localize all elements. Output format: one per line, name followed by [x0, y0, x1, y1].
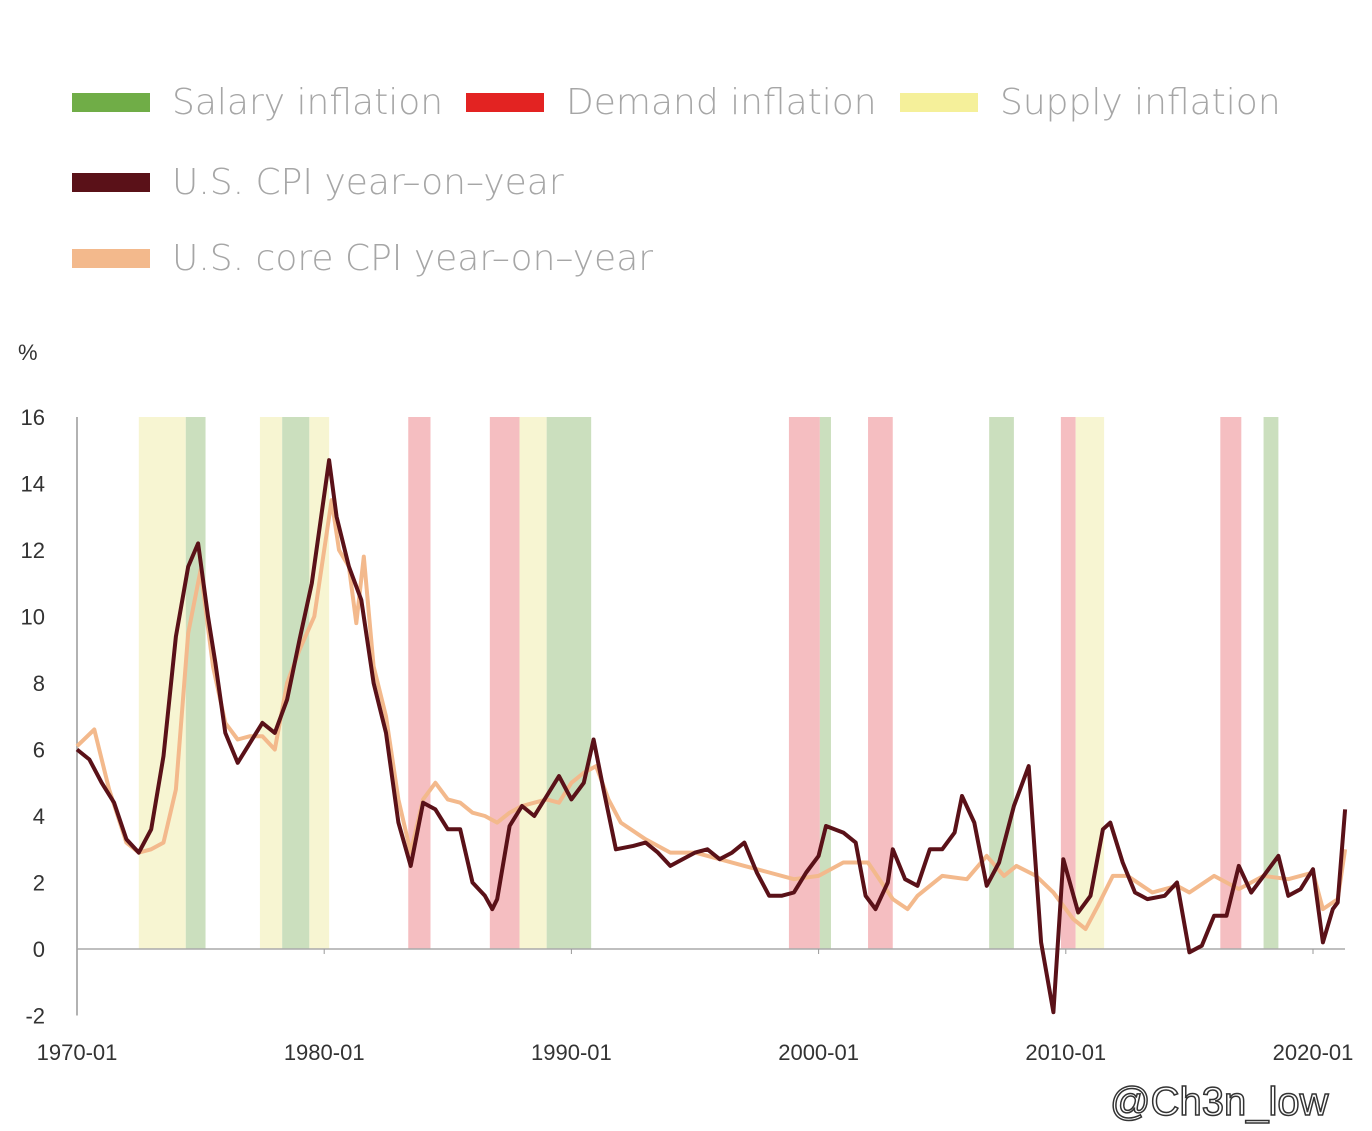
legend-label: U.S. core CPI year–on–year — [172, 238, 654, 279]
watermark: @Ch3n_low — [1109, 1079, 1329, 1125]
legend-label: Demand inflation — [566, 82, 877, 123]
series-line-cpi — [75, 458, 1348, 1015]
legend-swatch-cpi — [72, 173, 150, 192]
regime-band-supply — [138, 417, 186, 949]
regime-band-demand — [868, 417, 893, 949]
legend-label: Salary inflation — [172, 82, 444, 123]
legend-label: U.S. CPI year–on–year — [172, 162, 564, 203]
y-tick-label: 16 — [21, 405, 45, 430]
legend-swatch-core — [72, 249, 150, 268]
x-tick-label: 1990-01 — [531, 1040, 612, 1065]
x-tick-label: 2020-01 — [1273, 1040, 1354, 1065]
legend-supply: Supply inflation — [900, 82, 1281, 123]
y-tick-label: 8 — [33, 671, 45, 696]
x-tick-label: 2000-01 — [778, 1040, 859, 1065]
y-tick-label: 10 — [21, 605, 45, 630]
y-tick-label: 12 — [21, 538, 45, 563]
x-tick-label: 2010-01 — [1025, 1040, 1106, 1065]
x-tick-label: 1970-01 — [37, 1040, 118, 1065]
legend-swatch-supply — [900, 93, 978, 112]
y-tick-label: 4 — [33, 804, 45, 829]
legend-demand: Demand inflation — [466, 82, 877, 123]
regime-band-demand — [408, 417, 431, 949]
legend-cpi: U.S. CPI year–on–year — [72, 162, 564, 203]
regime-band-supply — [519, 417, 547, 949]
y-tick-label: 14 — [21, 472, 45, 497]
regime-band-salary — [185, 417, 206, 949]
legend-swatch-demand — [466, 93, 544, 112]
y-tick-label: 6 — [33, 738, 45, 763]
regime-band-demand — [788, 417, 820, 949]
legend-label: Supply inflation — [1000, 82, 1281, 123]
legend-swatch-salary — [72, 93, 150, 112]
regime-band-salary — [546, 417, 592, 949]
legend-salary: Salary inflation — [72, 82, 443, 123]
x-tick-label: 1980-01 — [284, 1040, 365, 1065]
regime-band-demand — [1220, 417, 1242, 949]
regime-band-demand — [1060, 417, 1076, 949]
regime-band-demand — [489, 417, 520, 949]
regime-band-supply — [1075, 417, 1105, 949]
regime-band-supply — [259, 417, 283, 949]
y-axis-unit: % — [18, 340, 38, 365]
y-tick-label: 0 — [33, 937, 45, 962]
y-tick-label: -2 — [25, 1004, 45, 1029]
y-tick-label: 2 — [33, 871, 45, 896]
regime-band-salary — [1263, 417, 1279, 949]
legend-core: U.S. core CPI year–on–year — [72, 238, 653, 279]
regime-band-supply — [309, 417, 330, 949]
regime-band-salary — [819, 417, 831, 949]
